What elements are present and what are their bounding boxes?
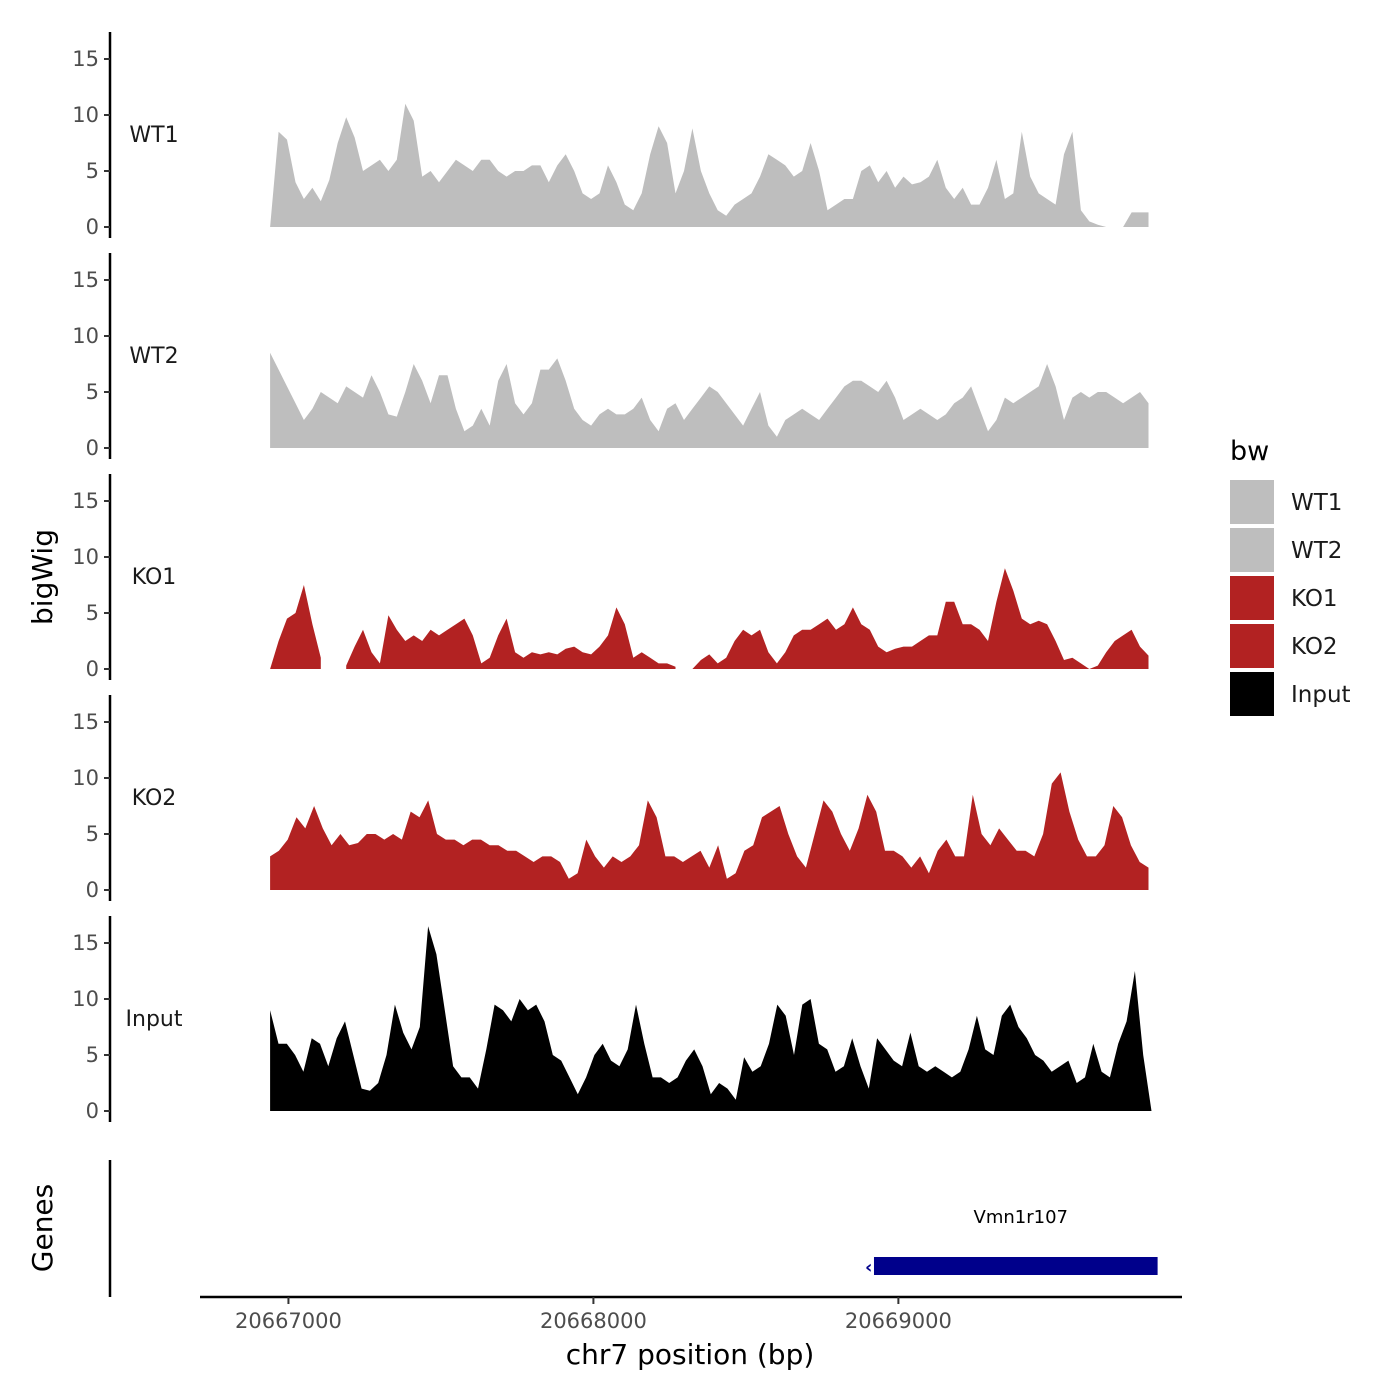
genes-axis-title: Genes bbox=[26, 1184, 59, 1272]
x-axis: 20667000 20668000 20669000 bbox=[200, 1295, 1182, 1333]
coverage-area bbox=[1123, 212, 1149, 227]
legend-swatch bbox=[1230, 672, 1274, 716]
y-tick-label: 10 bbox=[72, 987, 99, 1011]
gene-vmn1r107: ‹ Vmn1r107 bbox=[865, 1207, 1158, 1278]
track-ko2: 0 5 10 15 KO2 bbox=[72, 695, 1149, 902]
y-tick-label: 15 bbox=[72, 931, 99, 955]
y-tick-label: 15 bbox=[72, 489, 99, 513]
track-label: WT2 bbox=[129, 344, 178, 369]
y-tick-label: 0 bbox=[86, 1099, 99, 1123]
y-tick-label: 15 bbox=[72, 710, 99, 734]
track-wt1: 0 5 10 15 WT1 bbox=[72, 32, 1149, 239]
y-tick-label: 10 bbox=[72, 766, 99, 790]
legend-swatch bbox=[1230, 528, 1274, 572]
y-tick-label: 0 bbox=[86, 878, 99, 902]
y-tick-label: 10 bbox=[72, 545, 99, 569]
y-tick-label: 15 bbox=[72, 268, 99, 292]
legend-item-wt1: WT1 bbox=[1230, 480, 1342, 524]
y-tick-label: 10 bbox=[72, 103, 99, 127]
y-tick-label: 5 bbox=[86, 1043, 99, 1067]
legend-title: bw bbox=[1230, 436, 1269, 467]
track-input: 0 5 10 15 Input bbox=[72, 916, 1152, 1123]
x-tick-label: 20667000 bbox=[235, 1309, 342, 1333]
legend: bw WT1 WT2 KO1 KO2 Input bbox=[1230, 436, 1351, 716]
y-tick-label: 5 bbox=[86, 822, 99, 846]
track-label: KO1 bbox=[132, 565, 177, 590]
y-tick-label: 0 bbox=[86, 215, 99, 239]
x-tick-label: 20669000 bbox=[845, 1309, 952, 1333]
gene-body bbox=[873, 1257, 1158, 1275]
legend-item-ko1: KO1 bbox=[1230, 576, 1338, 620]
legend-label: KO1 bbox=[1291, 586, 1338, 612]
y-tick-label: 0 bbox=[86, 436, 99, 460]
coverage-area bbox=[346, 607, 676, 669]
y-tick-label: 5 bbox=[86, 601, 99, 625]
coverage-area bbox=[270, 103, 1107, 227]
track-label: KO2 bbox=[132, 786, 177, 811]
coverage-area bbox=[270, 352, 1149, 448]
x-axis-title: chr7 position (bp) bbox=[566, 1338, 815, 1371]
legend-label: WT1 bbox=[1291, 490, 1342, 516]
legend-item-input: Input bbox=[1230, 672, 1351, 716]
y-tick-label: 15 bbox=[72, 47, 99, 71]
y-tick-label: 5 bbox=[86, 380, 99, 404]
legend-swatch bbox=[1230, 624, 1274, 668]
legend-item-wt2: WT2 bbox=[1230, 528, 1342, 572]
legend-label: KO2 bbox=[1291, 634, 1338, 660]
x-tick-label: 20668000 bbox=[540, 1309, 647, 1333]
y-axis-title: bigWig bbox=[26, 529, 59, 625]
coverage-area bbox=[692, 568, 1149, 669]
coverage-area bbox=[270, 772, 1149, 890]
strand-arrow-icon: ‹ bbox=[865, 1257, 872, 1278]
legend-swatch bbox=[1230, 480, 1274, 524]
track-label: WT1 bbox=[129, 123, 178, 148]
track-ko1: 0 5 10 15 KO1 bbox=[72, 474, 1149, 681]
legend-swatch bbox=[1230, 576, 1274, 620]
y-tick-label: 0 bbox=[86, 657, 99, 681]
legend-label: Input bbox=[1291, 682, 1351, 708]
coverage-tracks: 0 5 10 15 WT1 0 5 10 15 WT2 0 5 10 15 KO1 0 5 10 15 KO2 0 5 10… bbox=[72, 32, 1152, 1123]
track-label: Input bbox=[126, 1007, 183, 1032]
y-tick-label: 10 bbox=[72, 324, 99, 348]
legend-item-ko2: KO2 bbox=[1230, 624, 1338, 668]
y-tick-label: 5 bbox=[86, 159, 99, 183]
coverage-area bbox=[270, 585, 321, 669]
track-wt2: 0 5 10 15 WT2 bbox=[72, 253, 1149, 460]
gene-track: ‹ Vmn1r107 bbox=[108, 1160, 1158, 1297]
gene-label: Vmn1r107 bbox=[974, 1207, 1068, 1228]
coverage-area bbox=[270, 926, 1152, 1111]
legend-label: WT2 bbox=[1291, 538, 1342, 564]
